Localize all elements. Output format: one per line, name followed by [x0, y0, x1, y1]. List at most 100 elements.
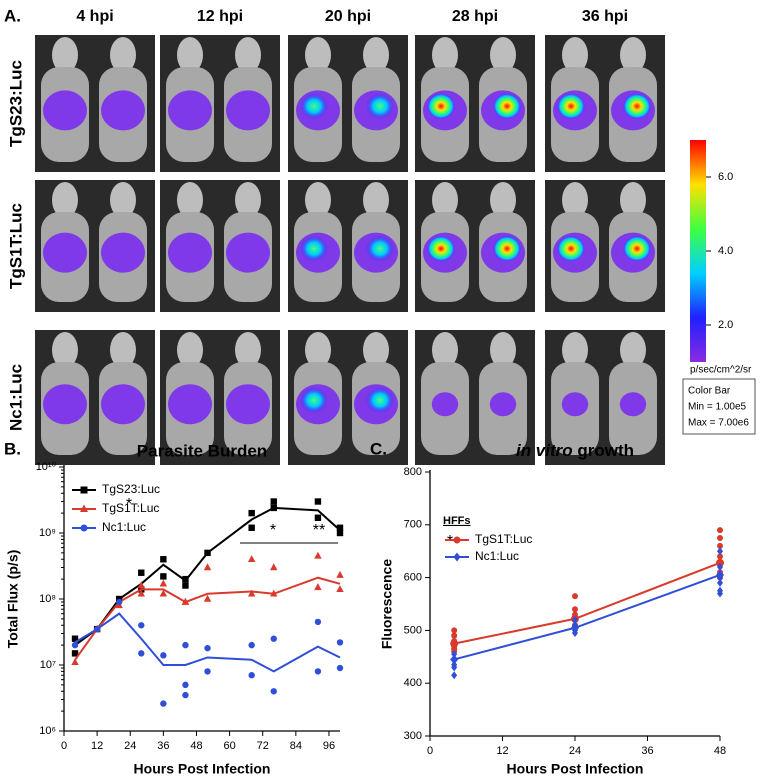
column-header: 4 hpi — [76, 8, 113, 25]
annotation: * — [447, 533, 453, 550]
signal-core — [366, 93, 394, 120]
point — [571, 622, 579, 633]
annotation: * — [270, 522, 276, 539]
point — [572, 629, 578, 638]
point — [572, 606, 578, 613]
point — [160, 573, 167, 580]
signal — [101, 232, 145, 273]
row-label: TgS23:Luc — [6, 60, 25, 147]
column-header: 12 hpi — [197, 8, 243, 25]
mouse-head — [432, 37, 458, 73]
point — [336, 664, 344, 672]
point — [182, 681, 189, 689]
y-tick-label: 600 — [404, 572, 422, 584]
panel-letter: B. — [4, 439, 21, 458]
point — [71, 650, 79, 657]
point — [203, 594, 212, 602]
point — [160, 700, 167, 707]
x-tick-label: 36 — [641, 745, 653, 757]
point — [314, 668, 322, 675]
y-axis-label: Total Flux (p/s) — [5, 550, 21, 649]
point — [160, 556, 167, 563]
point — [450, 654, 459, 665]
signal — [43, 384, 87, 425]
y-tick-label: 700 — [404, 519, 422, 531]
point — [182, 582, 189, 589]
y-tick-label: 10⁶ — [39, 725, 56, 737]
point — [138, 622, 145, 629]
point — [716, 558, 724, 567]
y-tick-label: 500 — [404, 624, 422, 636]
signal-core — [300, 235, 328, 262]
mouse-head — [490, 37, 516, 73]
signal — [101, 90, 145, 131]
color-bar-info: Color Bar — [688, 386, 731, 397]
x-tick-label: 96 — [323, 740, 335, 752]
mouse-head — [363, 182, 389, 218]
x-tick-label: 36 — [157, 740, 169, 752]
column-header: 36 hpi — [582, 8, 628, 25]
y-tick-label: 10¹⁰ — [36, 461, 57, 473]
point — [248, 672, 255, 679]
mouse-head — [620, 332, 646, 368]
title-part: growth — [573, 441, 634, 460]
point — [116, 598, 123, 606]
signal-core — [366, 387, 394, 414]
point — [159, 579, 168, 587]
signal-core — [557, 235, 585, 262]
signal — [101, 384, 145, 425]
point — [717, 578, 723, 587]
signal — [43, 90, 87, 131]
mouse-head — [620, 37, 646, 73]
y-tick-label: 400 — [404, 677, 422, 689]
signal — [226, 384, 270, 425]
legend-marker — [80, 524, 88, 532]
point — [137, 581, 145, 589]
point — [204, 668, 211, 675]
legend-title: HFFs — [443, 515, 471, 527]
signal — [561, 392, 589, 417]
column-header: 28 hpi — [452, 8, 498, 25]
point — [572, 593, 578, 600]
legend-marker — [453, 552, 461, 562]
legend-label: TgS1T:Luc — [102, 501, 159, 515]
signal-core — [493, 235, 521, 262]
color-bar-info: Max = 7.00e6 — [688, 418, 749, 429]
signal — [489, 392, 517, 417]
color-bar-tick-label: 2.0 — [718, 319, 733, 331]
point — [314, 514, 322, 521]
point — [182, 641, 189, 649]
series-line — [453, 574, 721, 661]
y-tick-label: 10⁹ — [39, 527, 56, 539]
point — [182, 691, 189, 699]
point — [451, 671, 458, 680]
x-tick-label: 0 — [427, 745, 433, 757]
point — [138, 650, 145, 657]
mouse-head — [235, 332, 261, 368]
signal-core — [623, 235, 651, 262]
x-tick-label: 48 — [714, 745, 726, 757]
point — [314, 498, 322, 505]
point — [314, 618, 322, 626]
point — [270, 688, 277, 695]
mouse-head — [620, 182, 646, 218]
point — [451, 663, 458, 672]
point — [336, 529, 344, 537]
mouse-head — [52, 332, 78, 368]
point — [270, 498, 277, 505]
mouse-head — [490, 332, 516, 368]
point — [160, 652, 167, 659]
point — [138, 569, 145, 576]
color-bar-box — [682, 378, 756, 435]
x-tick-label: 24 — [124, 740, 136, 752]
annotation: ** — [313, 522, 325, 539]
point — [717, 547, 723, 556]
color-bar-tick-label: 4.0 — [718, 245, 733, 257]
point — [71, 658, 79, 665]
y-tick-label: 10⁷ — [40, 659, 56, 671]
signal-core — [300, 387, 328, 414]
signal — [431, 392, 459, 417]
signal — [168, 384, 212, 425]
mouse-head — [110, 182, 136, 218]
point — [451, 650, 458, 659]
